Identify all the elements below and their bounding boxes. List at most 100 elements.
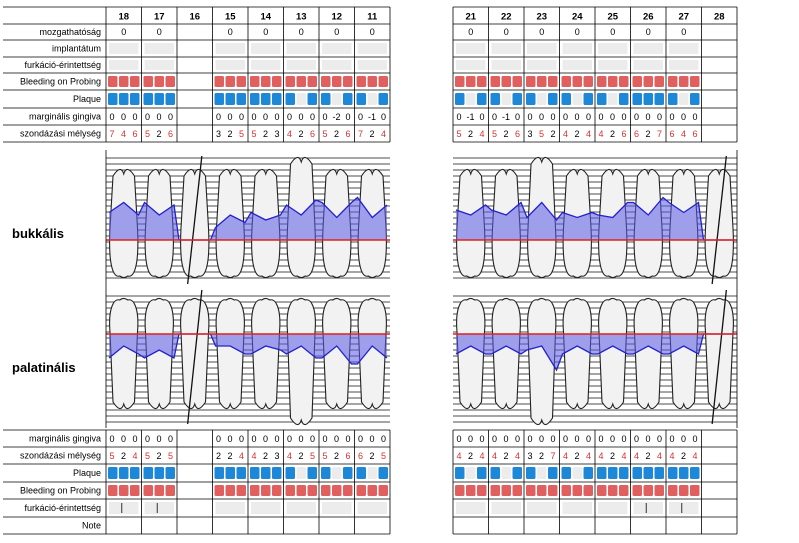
bleeding-site[interactable] xyxy=(490,76,501,87)
plaque-site[interactable] xyxy=(679,93,689,105)
tooth-15[interactable] xyxy=(215,297,245,410)
furcation-cell[interactable] xyxy=(491,502,522,514)
plaque-site[interactable] xyxy=(250,467,260,479)
plaque-site[interactable] xyxy=(321,467,331,479)
bleeding-site[interactable] xyxy=(501,76,512,87)
bleeding-site[interactable] xyxy=(668,76,678,87)
bleeding-site[interactable] xyxy=(512,485,523,496)
plaque-site[interactable] xyxy=(130,93,140,105)
bleeding-site[interactable] xyxy=(332,485,342,496)
plaque-site[interactable] xyxy=(367,467,378,479)
plaque-site[interactable] xyxy=(108,467,118,479)
tooth-14[interactable] xyxy=(251,297,281,410)
plaque-site[interactable] xyxy=(119,467,129,479)
plaque-site[interactable] xyxy=(619,93,629,105)
furcation-cell[interactable] xyxy=(144,502,175,514)
bleeding-site[interactable] xyxy=(583,76,594,87)
bleeding-site[interactable] xyxy=(608,485,618,496)
bleeding-site[interactable] xyxy=(512,76,523,87)
bleeding-site[interactable] xyxy=(367,76,378,87)
plaque-site[interactable] xyxy=(490,93,501,105)
tooth-22[interactable] xyxy=(491,297,521,410)
plaque-site[interactable] xyxy=(608,93,618,105)
furcation-cell[interactable] xyxy=(251,60,281,70)
bleeding-site[interactable] xyxy=(261,485,271,496)
tooth-13[interactable] xyxy=(286,297,316,426)
bleeding-site[interactable] xyxy=(165,76,176,87)
tooth-21[interactable] xyxy=(456,297,486,410)
furcation-cell[interactable] xyxy=(322,502,352,514)
bleeding-site[interactable] xyxy=(214,76,225,87)
plaque-site[interactable] xyxy=(537,93,547,105)
plaque-site[interactable] xyxy=(356,467,367,479)
bleeding-site[interactable] xyxy=(466,485,476,496)
plaque-site[interactable] xyxy=(537,467,547,479)
bleeding-site[interactable] xyxy=(332,76,342,87)
plaque-site[interactable] xyxy=(236,467,247,479)
bleeding-site[interactable] xyxy=(477,485,487,496)
plaque-site[interactable] xyxy=(501,467,512,479)
bleeding-site[interactable] xyxy=(597,76,607,87)
implant-cell[interactable] xyxy=(456,43,486,54)
bleeding-site[interactable] xyxy=(378,485,389,496)
furcation-cell[interactable] xyxy=(491,60,522,70)
bleeding-site[interactable] xyxy=(643,485,654,496)
plaque-site[interactable] xyxy=(597,93,607,105)
bleeding-site[interactable] xyxy=(690,76,700,87)
bleeding-site[interactable] xyxy=(143,485,154,496)
bleeding-site[interactable] xyxy=(143,76,154,87)
plaque-site[interactable] xyxy=(490,467,501,479)
bleeding-site[interactable] xyxy=(154,485,165,496)
tooth-27[interactable] xyxy=(669,297,699,410)
bleeding-site[interactable] xyxy=(356,76,367,87)
bleeding-site[interactable] xyxy=(526,485,536,496)
bleeding-site[interactable] xyxy=(378,76,389,87)
bleeding-site[interactable] xyxy=(619,485,629,496)
bleeding-site[interactable] xyxy=(548,76,558,87)
furcation-cell[interactable] xyxy=(633,502,664,514)
bleeding-site[interactable] xyxy=(272,76,282,87)
bleeding-site[interactable] xyxy=(526,76,536,87)
plaque-site[interactable] xyxy=(572,467,583,479)
plaque-site[interactable] xyxy=(561,93,572,105)
implant-cell[interactable] xyxy=(215,43,246,54)
plaque-site[interactable] xyxy=(668,93,678,105)
implant-cell[interactable] xyxy=(286,43,317,54)
furcation-cell[interactable] xyxy=(669,60,699,70)
plaque-site[interactable] xyxy=(679,467,689,479)
furcation-cell[interactable] xyxy=(633,60,664,70)
bleeding-site[interactable] xyxy=(119,76,129,87)
furcation-cell[interactable] xyxy=(215,60,246,70)
bleeding-site[interactable] xyxy=(165,485,176,496)
plaque-site[interactable] xyxy=(632,467,643,479)
bleeding-site[interactable] xyxy=(343,485,353,496)
bleeding-site[interactable] xyxy=(261,76,271,87)
bleeding-site[interactable] xyxy=(307,76,318,87)
furcation-cell[interactable] xyxy=(215,502,246,514)
plaque-site[interactable] xyxy=(572,93,583,105)
tooth-25[interactable] xyxy=(598,297,628,410)
plaque-site[interactable] xyxy=(261,93,271,105)
plaque-site[interactable] xyxy=(356,93,367,105)
plaque-site[interactable] xyxy=(608,467,618,479)
bleeding-site[interactable] xyxy=(321,76,331,87)
furcation-cell[interactable] xyxy=(456,502,486,514)
plaque-site[interactable] xyxy=(548,467,558,479)
bleeding-site[interactable] xyxy=(225,485,236,496)
bleeding-site[interactable] xyxy=(466,76,476,87)
plaque-site[interactable] xyxy=(332,93,342,105)
bleeding-site[interactable] xyxy=(236,485,247,496)
plaque-site[interactable] xyxy=(526,467,536,479)
plaque-site[interactable] xyxy=(143,467,154,479)
plaque-site[interactable] xyxy=(526,93,536,105)
bleeding-site[interactable] xyxy=(296,76,307,87)
plaque-site[interactable] xyxy=(343,93,353,105)
plaque-site[interactable] xyxy=(466,93,476,105)
bleeding-site[interactable] xyxy=(108,76,118,87)
plaque-site[interactable] xyxy=(477,467,487,479)
bleeding-site[interactable] xyxy=(490,485,501,496)
plaque-site[interactable] xyxy=(250,93,260,105)
plaque-site[interactable] xyxy=(619,467,629,479)
bleeding-site[interactable] xyxy=(477,76,487,87)
plaque-site[interactable] xyxy=(367,93,378,105)
